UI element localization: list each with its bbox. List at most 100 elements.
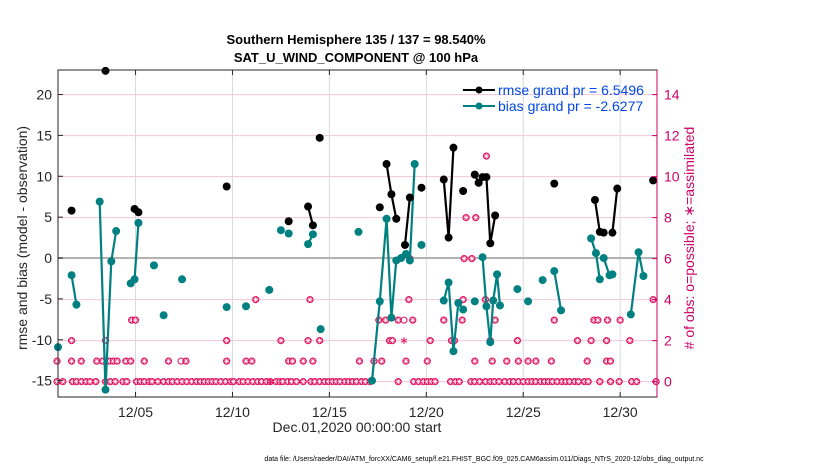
y-tick-label: 10	[36, 168, 52, 184]
obs-assimilated-marker	[583, 357, 591, 365]
obs-marker-spoke	[549, 359, 554, 364]
bias-point	[242, 302, 251, 311]
obs-assimilated-marker	[394, 316, 402, 324]
obs-assimilated-marker	[468, 255, 476, 263]
obs-assimilated-marker	[503, 357, 511, 365]
obs-assimilated-marker	[355, 357, 364, 365]
obs-marker-spoke	[74, 379, 79, 384]
y-tick-label: -10	[32, 332, 52, 348]
obs-marker-spoke	[608, 359, 613, 364]
x-tick-label: 12/15	[312, 404, 347, 420]
obs-marker-spoke	[396, 318, 401, 323]
obs-assimilated-marker	[59, 378, 67, 386]
obs-marker-spoke	[585, 359, 590, 364]
obs-marker-spoke	[128, 359, 133, 364]
obs-marker-spoke	[289, 379, 294, 384]
bias-point	[405, 256, 414, 265]
obs-marker-spoke	[60, 379, 65, 384]
obs-assimilated-marker	[378, 357, 386, 365]
series-rmse	[67, 66, 658, 249]
obs-assimilated-marker	[472, 214, 480, 222]
obs-marker-spoke	[533, 359, 538, 364]
bias-point	[375, 297, 384, 306]
rmse-point	[417, 183, 426, 192]
bias-point	[591, 249, 600, 258]
rmse-point	[470, 170, 479, 179]
obs-assimilated-marker	[252, 296, 260, 304]
y-tick-label: 5	[44, 209, 52, 225]
obs-assimilated-marker	[127, 357, 135, 365]
obs-marker-spoke	[223, 379, 228, 384]
obs-marker-spoke	[337, 379, 343, 384]
obs-assimilated-marker	[462, 214, 470, 222]
obs-assimilated-marker	[633, 378, 641, 386]
rmse-point	[459, 186, 468, 195]
y2-tick-label: 6	[664, 251, 672, 267]
rmse-point	[315, 133, 324, 142]
obs-marker-spoke	[457, 379, 462, 384]
obs-assimilated-marker	[476, 378, 484, 386]
rmse-point	[474, 178, 483, 187]
obs-marker-spoke	[87, 379, 93, 384]
obs-assimilated-marker	[140, 357, 148, 365]
obs-marker-spoke	[496, 379, 502, 384]
obs-marker-spoke	[448, 379, 453, 384]
bias-point	[107, 257, 116, 266]
legend: rmse grand pr = 6.5496 bias grand pr = -…	[463, 82, 644, 114]
rmse-point	[491, 211, 500, 220]
obs-marker-spoke	[460, 318, 465, 323]
obs-marker-spoke	[179, 379, 185, 384]
obs-assimilated-marker	[288, 357, 297, 365]
obs-assimilated-marker	[182, 357, 190, 365]
bias-point	[495, 301, 504, 310]
y2-axis-label: # of obs: o=possible; ∗=assimilated	[681, 127, 697, 350]
obs-assimilated-marker	[292, 378, 301, 386]
x-axis-label: Dec.01,2020 00:00:00 start	[273, 419, 442, 435]
obs-assimilated-marker	[67, 337, 76, 345]
bias-point	[368, 376, 377, 385]
obs-marker-spoke	[575, 338, 580, 343]
obs-assimilated-marker	[532, 357, 540, 365]
obs-marker-spoke	[552, 318, 557, 323]
obs-assimilated-marker	[547, 357, 555, 365]
obs-marker-spoke	[403, 359, 409, 364]
obs-star-spoke	[400, 338, 408, 343]
y2-axis-ticks: 0 2 4 6 8 10 12 14	[652, 87, 680, 390]
bias-point	[482, 302, 491, 311]
bias-point	[159, 311, 168, 320]
legend-bias-label: bias grand pr = -2.6277	[498, 98, 643, 114]
bias-point	[486, 338, 495, 347]
rmse-point	[101, 66, 110, 75]
obs-marker-spoke	[504, 359, 509, 364]
obs-marker-spoke	[241, 379, 246, 384]
chart-subtitle: SAT_U_WIND_COMPONENT @ 100 hPa	[234, 50, 479, 65]
bias-point	[550, 267, 559, 276]
obs-assimilated-marker	[488, 357, 496, 365]
chart-title: Southern Hemisphere 135 / 137 = 98.540%	[226, 32, 485, 47]
rmse-point	[382, 160, 391, 169]
data-file-footer: data file: /Users/raeder/DAI/ATM_forcXX/…	[264, 456, 704, 463]
obs-star-spoke	[266, 379, 274, 384]
rmse-point	[375, 203, 384, 212]
obs-marker-spoke	[357, 359, 362, 364]
rmse-point	[486, 239, 495, 248]
obs-marker-spoke	[461, 297, 466, 302]
obs-marker-spoke	[406, 297, 411, 302]
bias-line-segment	[98, 201, 118, 390]
obs-marker-spoke	[363, 379, 368, 384]
obs-marker-spoke	[253, 297, 258, 302]
obs-assimilated-marker	[223, 337, 231, 345]
rmse-line-segment	[611, 188, 619, 233]
obs-marker-spoke	[301, 359, 306, 364]
obs-marker-spoke	[224, 359, 229, 364]
bias-line-segment	[133, 222, 140, 280]
y2-tick-label: 8	[664, 210, 672, 226]
bias-point	[439, 296, 448, 305]
bias-point	[538, 276, 547, 285]
y-axis-label: rmse and bias (model - observation)	[14, 126, 30, 350]
obs-marker-spoke	[294, 379, 299, 384]
x-tick-label: 12/05	[118, 404, 153, 420]
bias-point	[599, 254, 608, 263]
obs-assimilated-marker	[93, 357, 101, 365]
obs-marker-spoke	[521, 379, 526, 384]
